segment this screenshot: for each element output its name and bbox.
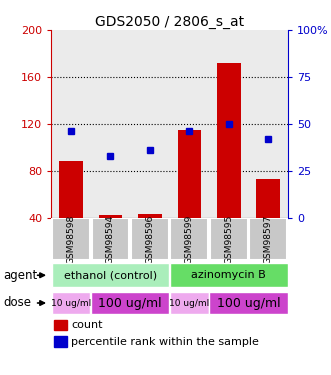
- FancyBboxPatch shape: [210, 218, 248, 260]
- Text: GSM98599: GSM98599: [185, 214, 194, 264]
- FancyBboxPatch shape: [170, 218, 208, 260]
- Text: 10 ug/ml: 10 ug/ml: [51, 298, 91, 307]
- FancyBboxPatch shape: [92, 218, 129, 260]
- Text: count: count: [71, 320, 103, 330]
- Bar: [54, 320, 67, 330]
- FancyBboxPatch shape: [52, 218, 90, 260]
- Bar: [177, 130, 201, 218]
- FancyBboxPatch shape: [249, 218, 287, 260]
- Text: agent: agent: [3, 269, 37, 282]
- Text: GSM98596: GSM98596: [145, 214, 155, 264]
- Bar: [138, 214, 162, 217]
- Text: 10 ug/ml: 10 ug/ml: [169, 298, 210, 307]
- FancyBboxPatch shape: [170, 263, 288, 287]
- Text: GSM98598: GSM98598: [67, 214, 75, 264]
- Text: azinomycin B: azinomycin B: [191, 270, 266, 280]
- Bar: [54, 336, 67, 347]
- FancyBboxPatch shape: [210, 291, 288, 315]
- Bar: [257, 179, 280, 218]
- Text: 100 ug/ml: 100 ug/ml: [98, 297, 162, 309]
- FancyBboxPatch shape: [52, 291, 90, 315]
- Bar: [130, 30, 169, 217]
- Text: dose: dose: [3, 297, 31, 309]
- Bar: [217, 63, 241, 217]
- FancyBboxPatch shape: [131, 218, 169, 260]
- FancyBboxPatch shape: [91, 291, 169, 315]
- Title: GDS2050 / 2806_s_at: GDS2050 / 2806_s_at: [95, 15, 244, 29]
- Bar: [51, 30, 91, 217]
- FancyBboxPatch shape: [170, 291, 209, 315]
- FancyBboxPatch shape: [52, 263, 169, 287]
- Bar: [91, 30, 130, 217]
- Text: GSM98595: GSM98595: [224, 214, 233, 264]
- Text: ethanol (control): ethanol (control): [64, 270, 157, 280]
- Bar: [99, 215, 122, 217]
- Bar: [249, 30, 288, 217]
- Bar: [209, 30, 249, 217]
- Text: GSM98597: GSM98597: [264, 214, 273, 264]
- Text: 100 ug/ml: 100 ug/ml: [217, 297, 280, 309]
- Text: GSM98594: GSM98594: [106, 214, 115, 264]
- Text: percentile rank within the sample: percentile rank within the sample: [71, 337, 259, 346]
- Bar: [59, 161, 83, 218]
- Bar: [169, 30, 209, 217]
